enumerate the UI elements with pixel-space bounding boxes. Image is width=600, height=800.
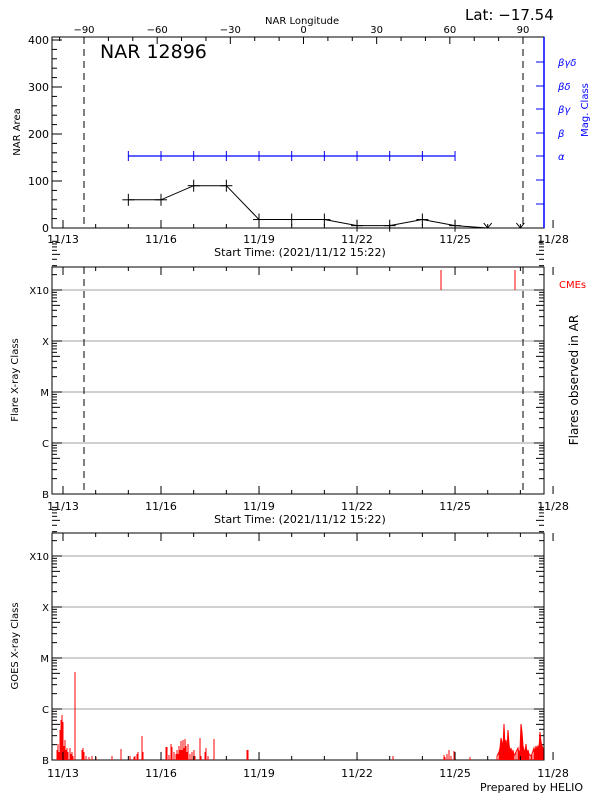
mag-class-tick-label: α	[558, 152, 565, 163]
flares-x-ticks: 11/13 11/16 11/19 11/22 11/25 11/28	[47, 267, 569, 513]
x-tick-label: 11/25	[439, 233, 471, 246]
x-tick-label: 11/25	[439, 500, 471, 513]
y-tick-label: 300	[28, 81, 49, 94]
longitude-tick-label: −30	[220, 25, 241, 36]
x-tick-label: 11/13	[47, 233, 79, 246]
x-tick-label: 11/25	[439, 767, 471, 780]
x-tick-label: 11/19	[243, 233, 275, 246]
longitude-tick-label: 60	[443, 25, 456, 36]
class-tick-label: B	[42, 490, 49, 501]
class-tick-label: C	[42, 705, 49, 716]
class-tick-label: C	[42, 439, 49, 450]
flares-class-gridlines	[62, 289, 544, 444]
class-tick-label: X	[42, 603, 49, 614]
mag-class-series	[127, 151, 456, 161]
y-tick-label: 200	[28, 128, 49, 141]
x-tick-label: 11/16	[145, 500, 177, 513]
x-tick-label: 11/16	[145, 233, 177, 246]
goes-panel: B C M X X10 GOES X-ray Class 11/13 11/16 11/19…	[10, 506, 583, 794]
flares-right-label: Flares observed in AR	[567, 315, 581, 445]
x-tick-label: 11/13	[47, 500, 79, 513]
class-tick-label: X	[42, 337, 49, 348]
flares-y-label: Flare X-ray Class	[10, 338, 21, 422]
x-tick-label: 11/13	[47, 767, 79, 780]
goes-class-gridlines	[62, 555, 544, 710]
class-tick-label: B	[42, 756, 49, 767]
class-tick-label: X10	[29, 286, 49, 297]
flares-panel: B C M X X10 Flare X-ray Class Flares observe…	[10, 240, 586, 526]
class-tick-label: M	[40, 388, 49, 399]
y-tick-label: 400	[28, 34, 49, 47]
start-time-label-2: Start Time: (2021/11/12 15:22)	[214, 513, 386, 526]
mag-class-tick-label: βδ	[557, 82, 571, 93]
top-axis-label: NAR Longitude	[265, 16, 339, 27]
cmes-legend: CMEs	[559, 280, 586, 291]
y-tick-label: 100	[28, 175, 49, 188]
class-tick-label: X10	[29, 552, 49, 563]
x-tick-label: 11/28	[537, 233, 569, 246]
flares-y-ticks: B C M X X10	[29, 240, 544, 501]
nar-area-x-ticks: 11/13 11/16 11/19 11/22 11/25 11/28	[47, 220, 569, 246]
goes-flux-series	[56, 672, 544, 760]
x-tick-label: 11/22	[341, 500, 373, 513]
longitude-tick-label: 90	[517, 25, 530, 36]
goes-x-ticks: 11/13 11/16 11/19 11/22 11/25 11/28	[47, 533, 569, 780]
x-tick-label: 11/16	[145, 767, 177, 780]
mag-class-tick-label: βγ	[557, 105, 571, 116]
nar-area-y-label: NAR Area	[12, 108, 23, 155]
mag-class-tick-label: β	[557, 129, 565, 140]
x-tick-label: 11/22	[341, 767, 373, 780]
latitude-label: Lat: −17.54	[465, 6, 554, 24]
goes-y-label: GOES X-ray Class	[10, 602, 21, 689]
longitude-tick-label: −60	[147, 25, 168, 36]
nar-area-series	[122, 179, 525, 232]
goes-plot-frame	[51, 532, 545, 761]
longitude-tick-label: 0	[300, 25, 306, 36]
mag-class-tick-label: βγδ	[557, 58, 576, 69]
longitude-tick-label: 30	[370, 25, 383, 36]
x-tick-label: 11/19	[243, 500, 275, 513]
start-time-label-1: Start Time: (2021/11/12 15:22)	[214, 246, 386, 259]
nar-title: NAR 12896	[100, 41, 207, 63]
goes-y-ticks: B C M X X10	[29, 506, 544, 767]
longitude-tick-label: −90	[73, 25, 94, 36]
nar-area-y-ticks: 0 100 200 300 400	[28, 34, 62, 235]
longitude-ticks: −90 −60 −30 0 30 60 90	[59, 25, 530, 44]
class-tick-label: M	[40, 654, 49, 665]
x-tick-label: 11/28	[537, 767, 569, 780]
flares-plot-frame	[51, 266, 545, 495]
footer-credit: Prepared by HELIO	[480, 781, 583, 794]
x-tick-label: 11/22	[341, 233, 373, 246]
y-tick-label: 0	[42, 222, 49, 235]
goes-flux-trace	[496, 723, 544, 758]
mag-class-y-label: Mag. Class	[580, 83, 591, 137]
x-tick-label: 11/19	[243, 767, 275, 780]
mag-class-ticks: α β βγ βδ βγδ	[536, 58, 576, 205]
x-tick-label: 11/28	[537, 500, 569, 513]
nar-area-panel: −90 −60 −30 0 30 60 90 NAR 12896 0 100 200 300 400…	[12, 25, 591, 259]
